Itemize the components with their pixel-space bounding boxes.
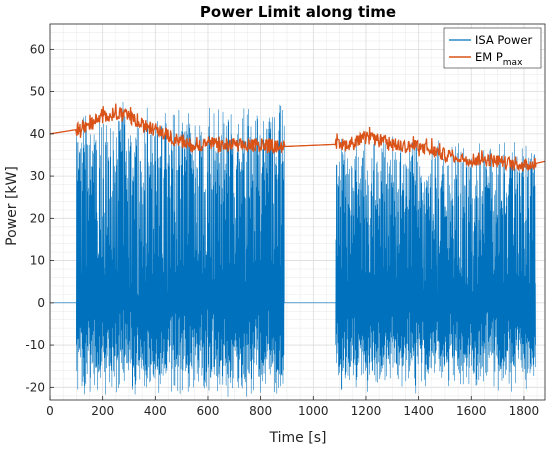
x-axis: 0 200 400 600 800 1000 1200 1400 1600 1800 xyxy=(46,396,539,418)
chart-title: Power Limit along time xyxy=(200,3,396,21)
x-tick-label: 1200 xyxy=(351,404,382,418)
isa-power-line xyxy=(50,101,536,397)
x-axis-label: Time [s] xyxy=(269,430,327,446)
x-tick-label: 1000 xyxy=(298,404,329,418)
x-tick-label: 1400 xyxy=(403,404,434,418)
x-tick-label: 800 xyxy=(249,404,272,418)
y-axis-label: Power [kW] xyxy=(4,166,20,246)
y-tick-label: -20 xyxy=(25,380,45,394)
y-tick-label: 40 xyxy=(30,127,45,141)
y-axis: -20 -10 0 10 20 30 40 50 60 xyxy=(25,42,54,394)
x-tick-label: 1800 xyxy=(509,404,540,418)
y-tick-label: 50 xyxy=(30,85,45,99)
x-tick-label: 200 xyxy=(91,404,114,418)
x-tick-label: 0 xyxy=(46,404,54,418)
y-tick-label: 10 xyxy=(30,254,45,268)
x-tick-label: 600 xyxy=(197,404,220,418)
em-pmax-line xyxy=(50,103,545,172)
plot-frame xyxy=(49,23,546,401)
y-tick-label: 30 xyxy=(30,169,45,183)
series-layer xyxy=(50,101,545,397)
legend-label-isa: ISA Power xyxy=(475,33,532,47)
legend-label-em-subscript: max xyxy=(503,58,523,68)
x-tick-label: 400 xyxy=(144,404,167,418)
y-tick-label: 60 xyxy=(30,42,45,56)
y-tick-label: -10 xyxy=(25,338,45,352)
y-tick-label: 0 xyxy=(37,296,45,310)
y-tick-label: 20 xyxy=(30,211,45,225)
x-tick-label: 1600 xyxy=(456,404,487,418)
legend-box xyxy=(443,27,542,69)
